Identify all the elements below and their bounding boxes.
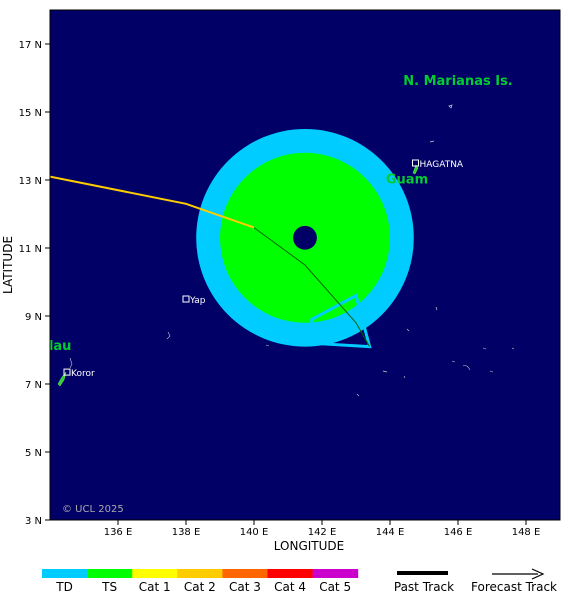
lat-tick-label: 7 N	[25, 380, 42, 391]
x-axis-title: LONGITUDE	[274, 539, 344, 553]
lon-tick-label: 144 E	[376, 527, 405, 538]
islet	[166, 331, 171, 340]
legend: TD TS Cat 1 Cat 2 Cat 3 Cat 4 Cat 5 Past Track…	[42, 568, 557, 594]
islet	[356, 393, 360, 397]
city-square-icon	[63, 368, 71, 376]
copyright-text: © UCL 2025	[62, 504, 124, 515]
intensity-swatch	[177, 569, 223, 578]
islet	[482, 347, 487, 350]
islet	[382, 370, 388, 373]
intensity-swatch	[222, 569, 268, 578]
city-label: Koror	[71, 369, 95, 379]
region-labels: N. Marianas Is. Guam lau	[49, 74, 513, 354]
lon-tick-label: 142 E	[308, 527, 337, 538]
islet	[448, 104, 453, 109]
city-marker: Koror	[63, 368, 95, 379]
storm-eye	[293, 225, 317, 250]
islet	[403, 375, 406, 379]
cities-layer: HAGATNA Yap Koror	[63, 159, 464, 379]
islet	[462, 365, 471, 371]
past-track-legend-label: Past Track	[394, 580, 454, 594]
lon-tick-label: 140 E	[240, 527, 269, 538]
lat-tick-label: 15 N	[19, 108, 42, 119]
lon-tick-label: 146 E	[444, 527, 473, 538]
lon-tick-label: 138 E	[172, 527, 201, 538]
forecast-track-line	[253, 227, 371, 347]
intensity-swatch	[42, 569, 88, 578]
lat-tick-label: 13 N	[19, 176, 42, 187]
intensity-label: TD	[55, 580, 73, 594]
intensity-swatch	[132, 569, 178, 578]
lat-tick-label: 11 N	[19, 244, 42, 255]
lat-tick-label: 3 N	[25, 516, 42, 527]
forecast-track-legend-label: Forecast Track	[471, 580, 557, 594]
intensity-swatch	[87, 569, 133, 578]
islet	[406, 328, 410, 332]
intensity-label: Cat 5	[319, 580, 351, 594]
past-track-line	[49, 175, 255, 229]
forecast-track-legend-arrow	[531, 568, 545, 580]
intensity-swatch	[267, 569, 314, 578]
storm-layer	[49, 129, 414, 349]
city-square-icon	[182, 295, 190, 303]
intensity-scale: TD TS Cat 1 Cat 2 Cat 3 Cat 4 Cat 5	[42, 569, 359, 594]
intensity-swatch	[312, 569, 359, 578]
intensity-label: Cat 4	[274, 580, 306, 594]
islet	[435, 306, 438, 311]
guam-island	[412, 164, 419, 175]
intensity-label: Cat 2	[184, 580, 216, 594]
islet	[265, 344, 270, 347]
intensity-label: Cat 3	[229, 580, 261, 594]
islet	[429, 140, 435, 143]
map-frame	[49, 9, 561, 521]
region-label: N. Marianas Is.	[403, 74, 513, 89]
lat-tick-label: 5 N	[25, 448, 42, 459]
islet	[511, 347, 515, 350]
lon-tick-label: 148 E	[512, 527, 541, 538]
region-label: Guam	[386, 172, 428, 187]
latitude-axis: 3 N 5 N 7 N 9 N 11 N 13 N 15 N 17 N	[19, 40, 50, 527]
city-square-icon	[412, 159, 419, 167]
islet	[489, 370, 494, 373]
palau-reef	[69, 357, 73, 369]
city-label: Yap	[189, 296, 206, 306]
lon-tick-label: 136 E	[104, 527, 133, 538]
intensity-label: Cat 1	[139, 580, 171, 594]
city-marker: HAGATNA	[412, 159, 464, 170]
y-axis-title: LATITUDE	[1, 236, 15, 294]
intensity-label: TS	[101, 580, 117, 594]
islet	[451, 360, 456, 363]
lat-tick-label: 9 N	[25, 312, 42, 323]
region-label: lau	[49, 339, 71, 354]
longitude-axis: 136 E 138 E 140 E 142 E 144 E 146 E 148 E	[104, 520, 541, 538]
city-marker: Yap	[182, 295, 206, 306]
city-label: HAGATNA	[420, 160, 464, 170]
lat-tick-label: 17 N	[19, 40, 42, 51]
